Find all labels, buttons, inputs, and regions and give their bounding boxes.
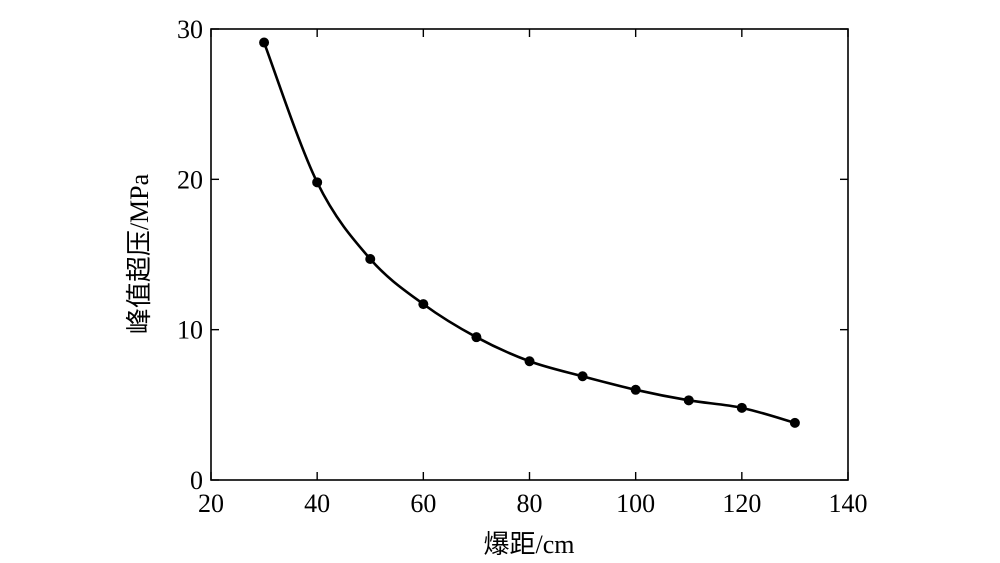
series-markers xyxy=(259,37,800,428)
y-tick-label: 0 xyxy=(190,466,203,495)
x-tick-label: 140 xyxy=(829,489,868,518)
data-point xyxy=(736,402,747,413)
plot-frame xyxy=(210,28,849,481)
x-tick-label: 80 xyxy=(517,489,543,518)
x-tick-label: 60 xyxy=(410,489,436,518)
data-point xyxy=(789,417,800,428)
data-point xyxy=(365,254,376,265)
y-tick-label: 30 xyxy=(177,15,203,44)
x-tick-label: 100 xyxy=(616,489,655,518)
data-point xyxy=(630,384,641,395)
data-point xyxy=(471,332,482,343)
x-tick-label: 120 xyxy=(722,489,761,518)
data-point xyxy=(577,371,588,382)
data-point xyxy=(683,395,694,406)
x-axis-label: 爆距/cm xyxy=(484,530,575,559)
data-point xyxy=(524,356,535,367)
y-tick-label: 10 xyxy=(177,316,203,345)
y-axis-label: 峰值超压/MPa xyxy=(125,173,154,334)
series-line xyxy=(262,42,796,425)
x-tick-label: 20 xyxy=(198,489,224,518)
data-point xyxy=(312,177,323,188)
axis-ticks xyxy=(210,28,849,481)
y-tick-label: 20 xyxy=(177,165,203,194)
x-tick-label: 40 xyxy=(304,489,330,518)
tick-labels: 20 40 60 80 100 120 140 0 10 20 30 xyxy=(177,15,868,518)
data-point xyxy=(259,37,270,48)
data-point xyxy=(418,299,429,310)
